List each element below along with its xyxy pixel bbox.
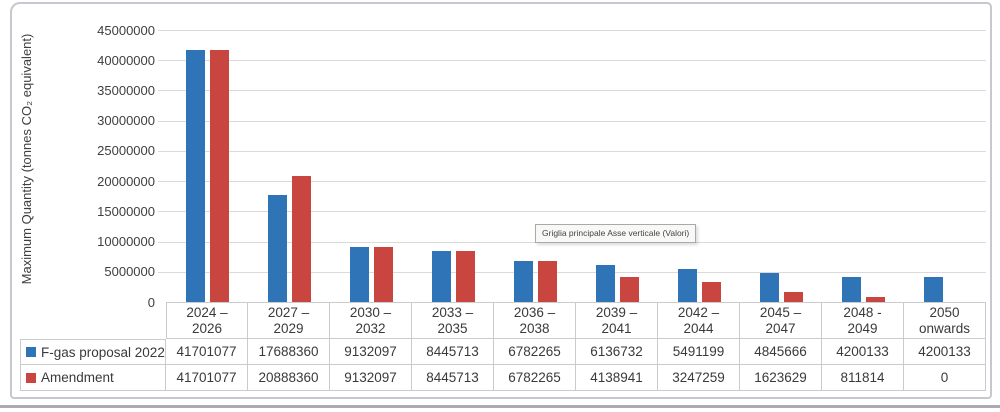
y-tick-label: 25000000 — [97, 143, 155, 159]
bar-series1[interactable] — [596, 265, 615, 302]
bar-series1[interactable] — [514, 261, 533, 302]
bar-series1[interactable] — [678, 269, 697, 302]
value-cell: 5491199 — [658, 339, 740, 365]
value-cell: 8445713 — [412, 339, 494, 365]
legend-label: Amendment — [41, 370, 114, 385]
gridline[interactable] — [158, 181, 986, 183]
bar-series2[interactable] — [210, 50, 229, 302]
bar-series2[interactable] — [620, 277, 639, 302]
value-cell: 9132097 — [330, 339, 412, 365]
legend-cell: Amendment — [20, 365, 166, 391]
value-cell: 4200133 — [822, 339, 904, 365]
bar-series2[interactable] — [538, 261, 557, 302]
y-tick-label: 15000000 — [97, 203, 155, 219]
bar-series2[interactable] — [456, 251, 475, 302]
bar-series2[interactable] — [702, 282, 721, 302]
plot-area[interactable] — [158, 30, 986, 302]
category-header: 2030 – 2032 — [330, 302, 412, 339]
category-header: 2048 - 2049 — [822, 302, 904, 339]
value-cell: 811814 — [822, 365, 904, 391]
value-cell: 41701077 — [166, 339, 248, 365]
value-cell: 4845666 — [740, 339, 822, 365]
gridline[interactable] — [158, 211, 986, 213]
bar-series1[interactable] — [432, 251, 451, 302]
value-cell: 6136732 — [576, 339, 658, 365]
bar-series2[interactable] — [866, 297, 885, 302]
bar-series1[interactable] — [924, 277, 943, 302]
legend-cell: F-gas proposal 2022 — [20, 339, 166, 365]
value-cell: 9132097 — [330, 365, 412, 391]
category-header: 2042 – 2044 — [658, 302, 740, 339]
category-header: 2050 onwards — [904, 302, 986, 339]
value-cell: 6782265 — [494, 339, 576, 365]
bar-series2[interactable] — [784, 292, 803, 302]
gridline[interactable] — [158, 30, 986, 31]
bar-series1[interactable] — [842, 277, 861, 302]
category-header: 2039 – 2041 — [576, 302, 658, 339]
bar-series1[interactable] — [760, 273, 779, 302]
y-axis-title[interactable]: Maximum Quantity (tonnes CO₂ equivalent) — [19, 33, 34, 285]
data-table[interactable]: 2024 – 2026 2027 – 2029 2030 – 2032 2033 – … — [20, 302, 986, 391]
bar-series2[interactable] — [292, 176, 311, 302]
y-tick-label: 35000000 — [97, 82, 155, 98]
gridline[interactable] — [158, 90, 986, 92]
value-cell: 4200133 — [904, 339, 986, 365]
value-cell: 8445713 — [412, 365, 494, 391]
value-cell: 20888360 — [248, 365, 330, 391]
gridline[interactable] — [158, 120, 986, 122]
category-header: 2045 – 2047 — [740, 302, 822, 339]
value-cell: 6782265 — [494, 365, 576, 391]
bottom-edge-line — [0, 405, 1000, 408]
y-tick-label: 20000000 — [97, 173, 155, 189]
legend-label: F-gas proposal 2022 — [41, 344, 165, 360]
gridline[interactable] — [158, 150, 986, 152]
y-tick-label: 45000000 — [97, 22, 155, 38]
legend-color-icon — [26, 372, 36, 383]
value-cell: 3247259 — [658, 365, 740, 391]
category-header: 2027 – 2029 — [248, 302, 330, 339]
gridline-tooltip: Griglia principale Asse verticale (Valor… — [535, 224, 697, 243]
value-cell: 41701077 — [166, 365, 248, 391]
category-header: 2033 – 2035 — [412, 302, 494, 339]
y-axis-tick-labels[interactable]: 0 5000000 10000000 15000000 20000000 25000000… — [55, 0, 155, 320]
category-header: 2036 – 2038 — [494, 302, 576, 339]
y-tick-label: 40000000 — [97, 52, 155, 68]
y-tick-label: 5000000 — [104, 264, 155, 280]
category-header: 2024 – 2026 — [166, 302, 248, 339]
table-corner — [20, 302, 166, 339]
value-cell: 4138941 — [576, 365, 658, 391]
gridline[interactable] — [158, 60, 986, 62]
bar-series2[interactable] — [374, 247, 393, 302]
bar-series1[interactable] — [186, 50, 205, 302]
y-tick-label: 10000000 — [97, 234, 155, 250]
bar-series1[interactable] — [350, 247, 369, 302]
value-cell: 1623629 — [740, 365, 822, 391]
value-cell: 0 — [904, 365, 986, 391]
gridline[interactable] — [158, 271, 986, 273]
legend-color-icon — [26, 347, 36, 357]
bar-series1[interactable] — [268, 195, 287, 302]
y-tick-label: 30000000 — [97, 113, 155, 129]
value-cell: 17688360 — [248, 339, 330, 365]
y-tick-label: 0 — [147, 294, 155, 310]
